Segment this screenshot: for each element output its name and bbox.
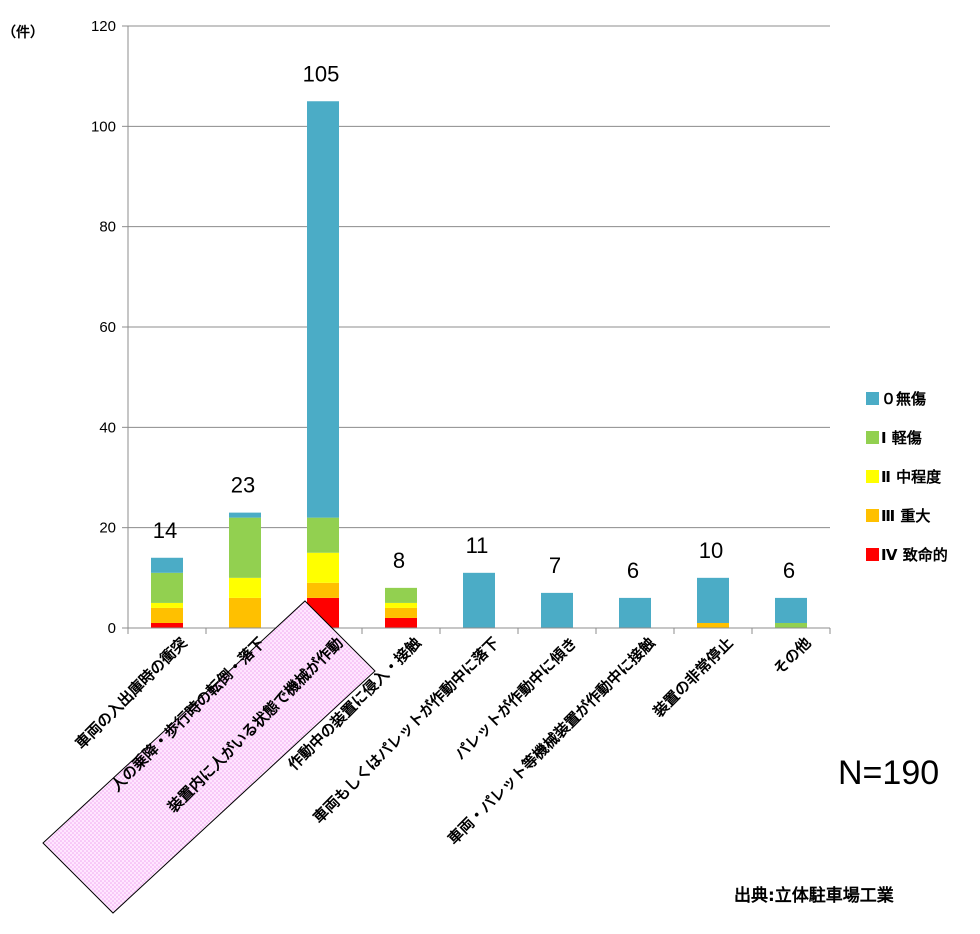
data-label-total: 10 xyxy=(699,538,723,563)
data-label-total: 6 xyxy=(783,558,795,583)
legend-swatch xyxy=(866,509,879,522)
bar-segment-3-0 xyxy=(385,618,417,628)
legend: ０無傷 Ⅰ 軽傷 Ⅱ 中程度 Ⅲ 重大 Ⅳ 致命的 xyxy=(866,390,948,564)
bar-segment-7-4 xyxy=(697,578,729,623)
legend-swatch xyxy=(866,548,879,561)
bar-segment-6-4 xyxy=(619,598,651,628)
bar-segment-7-1 xyxy=(697,623,729,628)
bar-segment-4-4 xyxy=(463,573,495,628)
data-label-total: 14 xyxy=(153,518,177,543)
legend-swatch xyxy=(866,431,879,444)
data-label-total: 23 xyxy=(231,473,255,498)
bar-segment-1-4 xyxy=(229,513,261,518)
bar-segment-0-4 xyxy=(151,558,183,573)
bar-segment-3-2 xyxy=(385,603,417,608)
n-count-label: N=190 xyxy=(838,754,939,792)
legend-swatch xyxy=(866,392,879,405)
bar-segment-0-2 xyxy=(151,603,183,608)
data-label-total: 105 xyxy=(303,61,340,86)
bar-segment-8-4 xyxy=(775,598,807,623)
data-label-total: 6 xyxy=(627,558,639,583)
legend-item-label: ０無傷 xyxy=(881,390,926,408)
legend-item-label: Ⅲ 重大 xyxy=(881,507,930,525)
x-category-label: 装置の非常停止 xyxy=(649,634,737,722)
bar-segment-2-1 xyxy=(307,583,339,598)
bar-segment-5-4 xyxy=(541,593,573,628)
legend-swatch xyxy=(866,470,879,483)
y-tick-label: 0 xyxy=(108,620,116,637)
bar-segment-3-1 xyxy=(385,608,417,618)
bar-segment-2-3 xyxy=(307,518,339,553)
bar-segment-0-0 xyxy=(151,623,183,628)
x-category-label: その他 xyxy=(770,634,815,679)
y-unit-label: （件） xyxy=(2,24,44,41)
bar-segment-2-2 xyxy=(307,553,339,583)
data-label-total: 11 xyxy=(466,533,489,558)
data-label-total: 8 xyxy=(393,548,405,573)
bar-segment-2-4 xyxy=(307,101,339,517)
data-label-total: 7 xyxy=(549,553,561,578)
y-tick-label: 80 xyxy=(99,219,116,236)
y-tick-label: 40 xyxy=(99,419,116,436)
source-label: 出典:立体駐車場工業 xyxy=(734,885,894,906)
bar-segment-0-3 xyxy=(151,573,183,603)
y-tick-label: 20 xyxy=(99,520,116,537)
bar-segment-8-3 xyxy=(775,623,807,628)
legend-item-label: Ⅳ 致命的 xyxy=(881,546,948,564)
data-labels: 14 23 105 8 11 7 6 10 6 xyxy=(153,61,795,583)
legend-item-label: Ⅱ 中程度 xyxy=(881,468,942,486)
y-tick-label: 120 xyxy=(91,18,116,35)
bar-segment-1-1 xyxy=(229,598,261,628)
y-tick-label: 60 xyxy=(99,319,116,336)
bar-segment-0-1 xyxy=(151,608,183,623)
bar-segment-3-3 xyxy=(385,588,417,603)
y-tick-label: 100 xyxy=(91,118,116,135)
bar-segment-1-3 xyxy=(229,518,261,578)
bar-segment-1-2 xyxy=(229,578,261,598)
y-tick-labels: 0 20 40 60 80 100 120 xyxy=(91,18,116,637)
gridlines xyxy=(128,26,830,528)
legend-item-label: Ⅰ 軽傷 xyxy=(881,429,922,447)
